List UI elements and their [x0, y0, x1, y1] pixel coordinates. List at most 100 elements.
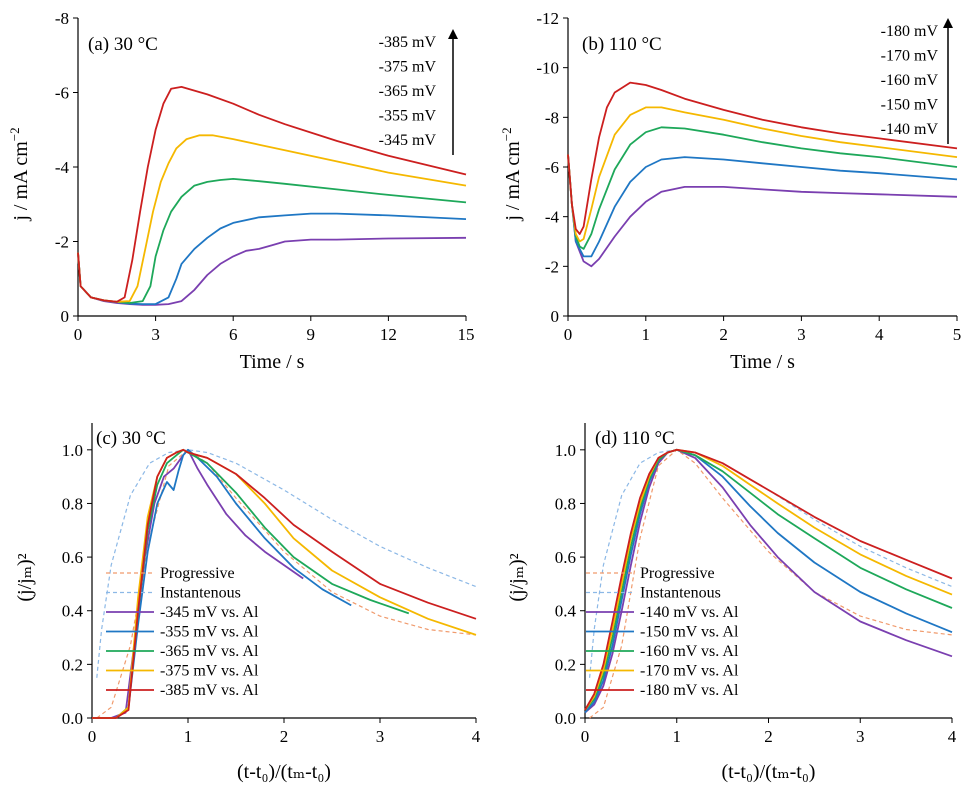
x-tick-label: 4: [875, 325, 884, 344]
legend-entry: -355 mV vs. Al: [160, 624, 259, 641]
x-tick-label: 2: [280, 727, 289, 746]
legend-entry: Instantenous: [640, 585, 721, 602]
y-axis-label: j / mA cm−2: [499, 127, 524, 221]
y-tick-label: 0.2: [555, 655, 576, 674]
series-line-3: [92, 448, 352, 719]
y-axis-label-text: (j/jₘ)²: [506, 553, 528, 601]
y-tick-label: 0.2: [62, 655, 83, 674]
legend-entry: -150 mV: [881, 97, 939, 114]
y-tick-label: -4: [55, 158, 70, 177]
legend-entry: -180 mV vs. Al: [640, 682, 739, 699]
y-axis-label-superscript: −2: [499, 127, 514, 141]
x-tick-label: 6: [229, 325, 238, 344]
x-tick-label: 5: [953, 325, 962, 344]
legend-entry: -345 mV vs. Al: [160, 604, 259, 621]
y-axis-label-text: j / mA cm: [502, 141, 524, 222]
series-line-6: [584, 448, 953, 711]
y-tick-label: 0.6: [62, 548, 83, 567]
legend-entry: -385 mV: [379, 34, 437, 51]
y-tick-label: 1.0: [62, 441, 83, 460]
panel-label: (d) 110 °C: [595, 428, 675, 449]
y-tick-label: 0.0: [555, 709, 576, 728]
y-tick-label: 0: [551, 307, 560, 326]
y-axis-label-text: j / mA cm: [10, 141, 32, 222]
chart-panel-2: 0 1 2 3 4 0.0 0.2 0.4 0.6 0.8 1.0 (t-t₀)/(tₘ-t₀) (j/…: [14, 423, 481, 783]
series-line-2: [567, 126, 958, 250]
legend-entry: -170 mV: [881, 48, 939, 65]
x-axis-label: (t-t₀)/(tₘ-t₀): [722, 761, 816, 783]
panel-label: (b) 110 °C: [582, 34, 662, 55]
legend-entry: Progressive: [160, 565, 235, 582]
x-tick-label: 4: [472, 727, 481, 746]
y-tick-label: -2: [545, 257, 559, 276]
y-tick-label: 0: [61, 307, 70, 326]
y-tick-label: -6: [545, 158, 559, 177]
series-line-6: [92, 448, 477, 719]
legend-entry: -160 mV: [881, 72, 939, 89]
series-line-0: [77, 236, 467, 306]
series-line-1: [589, 449, 953, 678]
x-tick-label: 2: [719, 325, 728, 344]
y-axis-label: j / mA cm−2: [7, 127, 32, 221]
y-tick-label: 1.0: [555, 441, 576, 460]
x-tick-label: 1: [673, 727, 682, 746]
legend-entry: -140 mV: [881, 121, 939, 138]
x-tick-label: 12: [380, 325, 397, 344]
arrow-up-icon: [448, 29, 458, 39]
x-tick-label: 3: [376, 727, 385, 746]
series-line-1: [96, 449, 477, 678]
series-line-0: [96, 449, 477, 719]
series-line-3: [567, 106, 958, 243]
x-axis-label: Time / s: [730, 351, 795, 373]
y-tick-label: -4: [545, 208, 560, 227]
series-line-0: [567, 154, 958, 268]
legend-entry: Instantenous: [160, 585, 241, 602]
legend-entry: -160 mV vs. Al: [640, 643, 739, 660]
y-axis-label: (j/jₘ)²: [14, 553, 36, 601]
series-line-4: [77, 86, 467, 303]
legend-entry: -365 mV: [379, 83, 437, 100]
series-line-1: [567, 154, 958, 258]
y-tick-label: -12: [536, 9, 559, 28]
x-axis-label: Time / s: [240, 351, 305, 373]
y-axis-label: (j/jₘ)²: [506, 553, 528, 601]
series-line-0: [589, 449, 953, 719]
y-tick-label: 0.4: [555, 602, 577, 621]
panel-label: (c) 30 °C: [96, 428, 166, 449]
x-tick-label: 2: [764, 727, 773, 746]
legend-entry: -365 mV vs. Al: [160, 643, 259, 660]
legend-entry: -180 mV: [881, 23, 939, 40]
chart-panel-3: 0 1 2 3 4 0.0 0.2 0.4 0.6 0.8 1.0 (t-t₀)/(tₘ-t₀) (j/…: [506, 423, 957, 783]
chart-panel-1: 0 1 2 3 4 5 0 -2 -4 -6 -8 -10 -12 Time / s j / mA cm−2…: [499, 9, 961, 373]
legend-entry: Progressive: [640, 565, 715, 582]
series-line-5: [92, 448, 477, 719]
y-tick-label: -8: [55, 9, 69, 28]
x-tick-label: 9: [307, 325, 316, 344]
y-axis-label-superscript: −2: [7, 127, 22, 141]
panel-label: (a) 30 °C: [88, 34, 158, 55]
x-tick-label: 0: [581, 727, 590, 746]
legend-entry: -170 mV vs. Al: [640, 663, 739, 680]
legend-entry: -140 mV vs. Al: [640, 604, 739, 621]
y-tick-label: -6: [55, 84, 69, 103]
x-axis-label: (t-t₀)/(tₘ-t₀): [237, 761, 331, 783]
x-tick-label: 1: [642, 325, 651, 344]
x-tick-label: 0: [88, 727, 97, 746]
y-tick-label: -2: [55, 233, 69, 252]
y-tick-label: 0.6: [555, 548, 576, 567]
x-tick-label: 3: [151, 325, 160, 344]
y-axis-label-text: (j/jₘ)²: [14, 553, 36, 601]
legend-entry: -385 mV vs. Al: [160, 682, 259, 699]
legend-entry: -355 mV: [379, 108, 437, 125]
legend-entry: -375 mV: [379, 59, 437, 76]
series-line-4: [567, 81, 958, 236]
x-tick-label: 15: [458, 325, 475, 344]
legend-entry: -375 mV vs. Al: [160, 663, 259, 680]
chart-panel-0: 0 3 6 9 12 15 0 -2 -4 -6 -8 Time / s j / mA cm−2 (a) …: [7, 9, 475, 373]
y-tick-label: 0.4: [62, 602, 84, 621]
x-tick-label: 0: [564, 325, 573, 344]
x-tick-label: 1: [184, 727, 193, 746]
x-tick-label: 3: [856, 727, 865, 746]
x-tick-label: 3: [797, 325, 806, 344]
